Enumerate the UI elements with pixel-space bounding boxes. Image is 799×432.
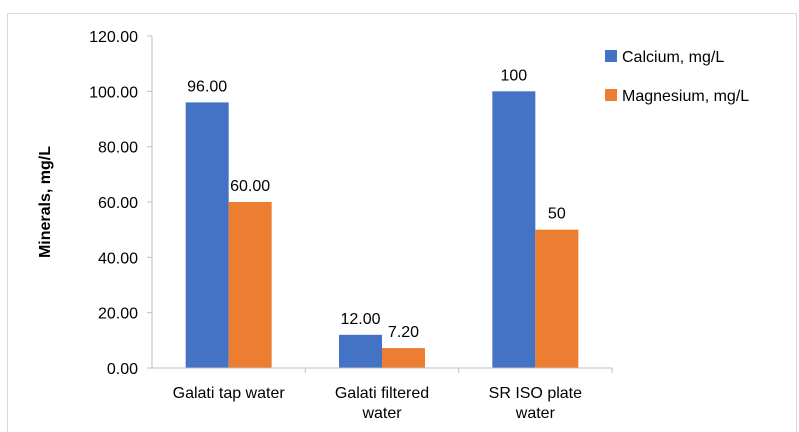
x-category-label: SR ISO plate (489, 385, 582, 402)
legend-label: Calcium, mg/L (622, 49, 724, 66)
y-tick-label: 120.00 (89, 29, 138, 46)
x-axis-labels: Galati tap water Galati filtered water SR I… (173, 368, 613, 422)
x-category-label: Galati tap water (173, 385, 286, 402)
data-label: 7.20 (388, 324, 419, 341)
y-tick-label: 0.00 (107, 361, 138, 378)
legend: Calcium, mg/L Magnesium, mg/L (605, 49, 749, 105)
y-tick-label: 100.00 (89, 84, 138, 101)
y-tick-label: 40.00 (98, 250, 138, 267)
legend-label: Magnesium, mg/L (622, 88, 749, 105)
x-category-label: water (515, 405, 556, 422)
data-labels-group: 96.00 60.00 12.00 7.20 100 50 (187, 67, 566, 341)
bar-calcium (492, 91, 536, 368)
y-tick-label: 60.00 (98, 195, 138, 212)
bars-group (185, 91, 579, 369)
y-axis-title: Minerals, mg/L (37, 146, 54, 258)
data-label: 96.00 (187, 78, 227, 95)
y-tick-label: 20.00 (98, 306, 138, 323)
bar-calcium (339, 334, 382, 368)
data-label: 50 (548, 206, 566, 223)
legend-swatch (605, 89, 617, 101)
y-tick-label: 80.00 (98, 140, 138, 157)
y-axis-ticks: 0.00 20.00 40.00 60.00 80.00 100.00 120.00 (89, 29, 152, 378)
x-category-label: Galati filtered (335, 385, 429, 402)
legend-swatch (605, 50, 617, 62)
chart-frame (7, 13, 797, 432)
bar-magnesium (382, 348, 425, 368)
bar-magnesium (535, 229, 579, 368)
x-category-label: water (361, 405, 402, 422)
data-label: 12.00 (340, 311, 380, 328)
bar-magnesium (228, 202, 272, 368)
data-label: 100 (500, 67, 527, 84)
bar-calcium (185, 102, 229, 369)
data-label: 60.00 (230, 178, 270, 195)
